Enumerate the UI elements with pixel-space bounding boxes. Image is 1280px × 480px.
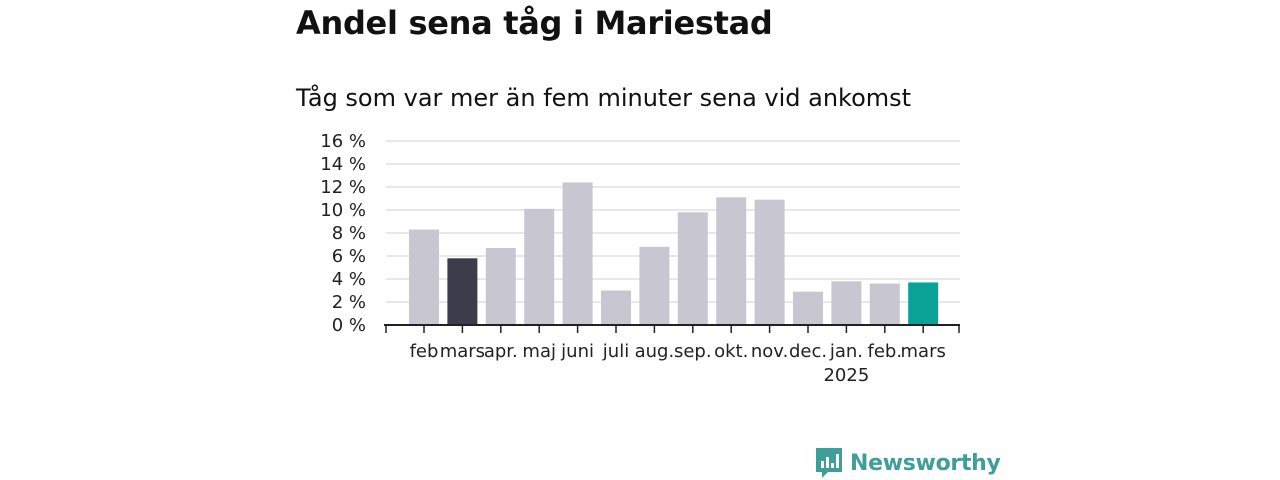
bar — [793, 291, 823, 325]
x-tick-label: okt. — [714, 341, 748, 362]
bar — [447, 258, 478, 325]
y-tick-label: 0 % — [332, 315, 366, 336]
x-tick-label: dec. — [789, 341, 827, 362]
bar — [485, 247, 516, 325]
x-year-label: 2025 — [823, 365, 869, 386]
y-tick-label: 2 % — [332, 292, 366, 313]
newsworthy-logo: Newsworthy — [814, 446, 1001, 480]
x-tick-label: maj — [522, 341, 556, 362]
y-tick-label: 16 % — [320, 131, 366, 152]
x-tick-label: aug. — [635, 341, 675, 362]
x-tick-label: feb — [410, 341, 439, 362]
bar — [716, 197, 747, 325]
bars — [409, 182, 939, 325]
y-tick-label: 10 % — [320, 200, 366, 221]
bar — [677, 212, 708, 325]
y-axis: 0 %2 %4 %6 %8 %10 %12 %14 %16 % — [320, 131, 366, 336]
y-tick-label: 4 % — [332, 269, 366, 290]
bar — [754, 199, 785, 325]
x-tick-label: sep. — [674, 341, 712, 362]
bar — [562, 182, 593, 325]
chart-title: Andel sena tåg i Mariestad — [296, 4, 773, 42]
x-tick-label: juli — [602, 341, 629, 362]
newsworthy-logo-icon — [816, 448, 842, 478]
x-tick-label: feb. — [868, 341, 903, 362]
y-tick-label: 6 % — [332, 246, 366, 267]
bar — [869, 283, 900, 325]
grid-lines — [386, 140, 960, 303]
x-tick-label: mars — [901, 341, 946, 362]
bar — [524, 208, 555, 325]
x-tick-label: juni — [560, 341, 594, 362]
chart-subtitle: Tåg som var mer än fem minuter sena vid … — [296, 84, 912, 112]
x-tick-label: mars — [440, 341, 485, 362]
x-tick-label: nov. — [751, 341, 788, 362]
bar — [639, 246, 670, 325]
bar — [908, 282, 939, 325]
y-tick-label: 8 % — [332, 223, 366, 244]
bar — [831, 281, 862, 325]
x-tick-label: apr. — [484, 341, 518, 362]
y-tick-label: 14 % — [320, 154, 366, 175]
bar — [409, 229, 439, 325]
y-tick-label: 12 % — [320, 177, 366, 198]
brand-name: Newsworthy — [850, 450, 1001, 476]
x-tick-label: jan. — [829, 341, 863, 362]
bar — [601, 290, 631, 325]
